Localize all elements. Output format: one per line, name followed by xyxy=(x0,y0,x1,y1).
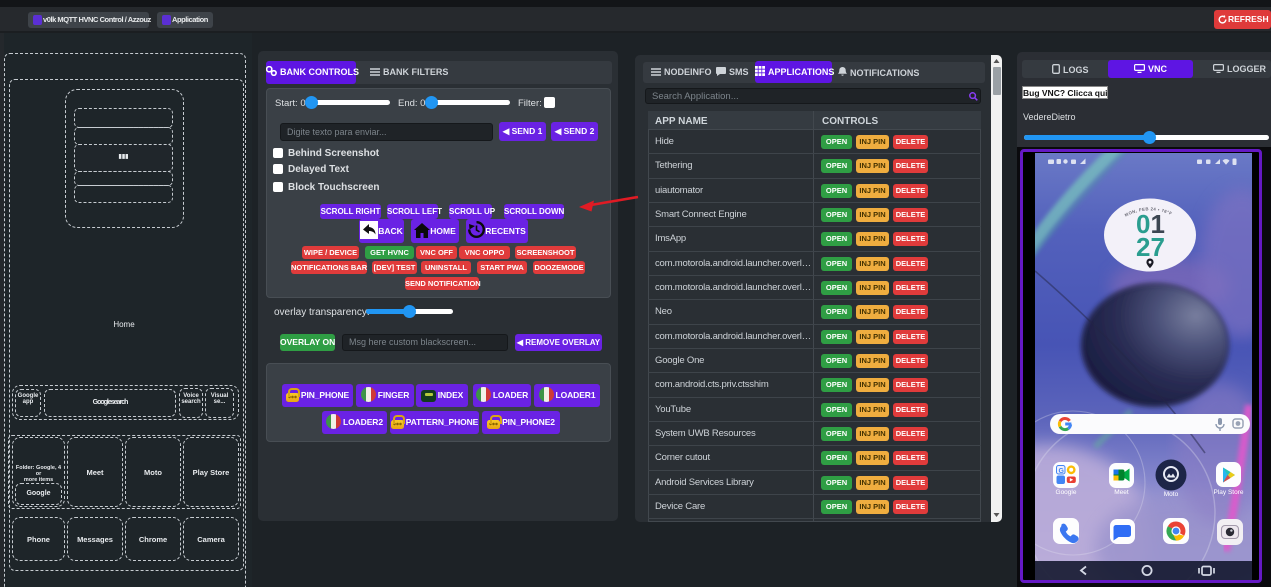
svg-text:Meet: Meet xyxy=(1114,489,1129,496)
svg-text:Play Store: Play Store xyxy=(1214,489,1244,496)
svg-text:01: 01 xyxy=(1136,209,1165,239)
svg-text:Moto: Moto xyxy=(1164,491,1179,498)
svg-text:27: 27 xyxy=(1136,232,1165,262)
svg-text:Google: Google xyxy=(1056,489,1077,496)
svg-text:G: G xyxy=(1059,468,1065,475)
